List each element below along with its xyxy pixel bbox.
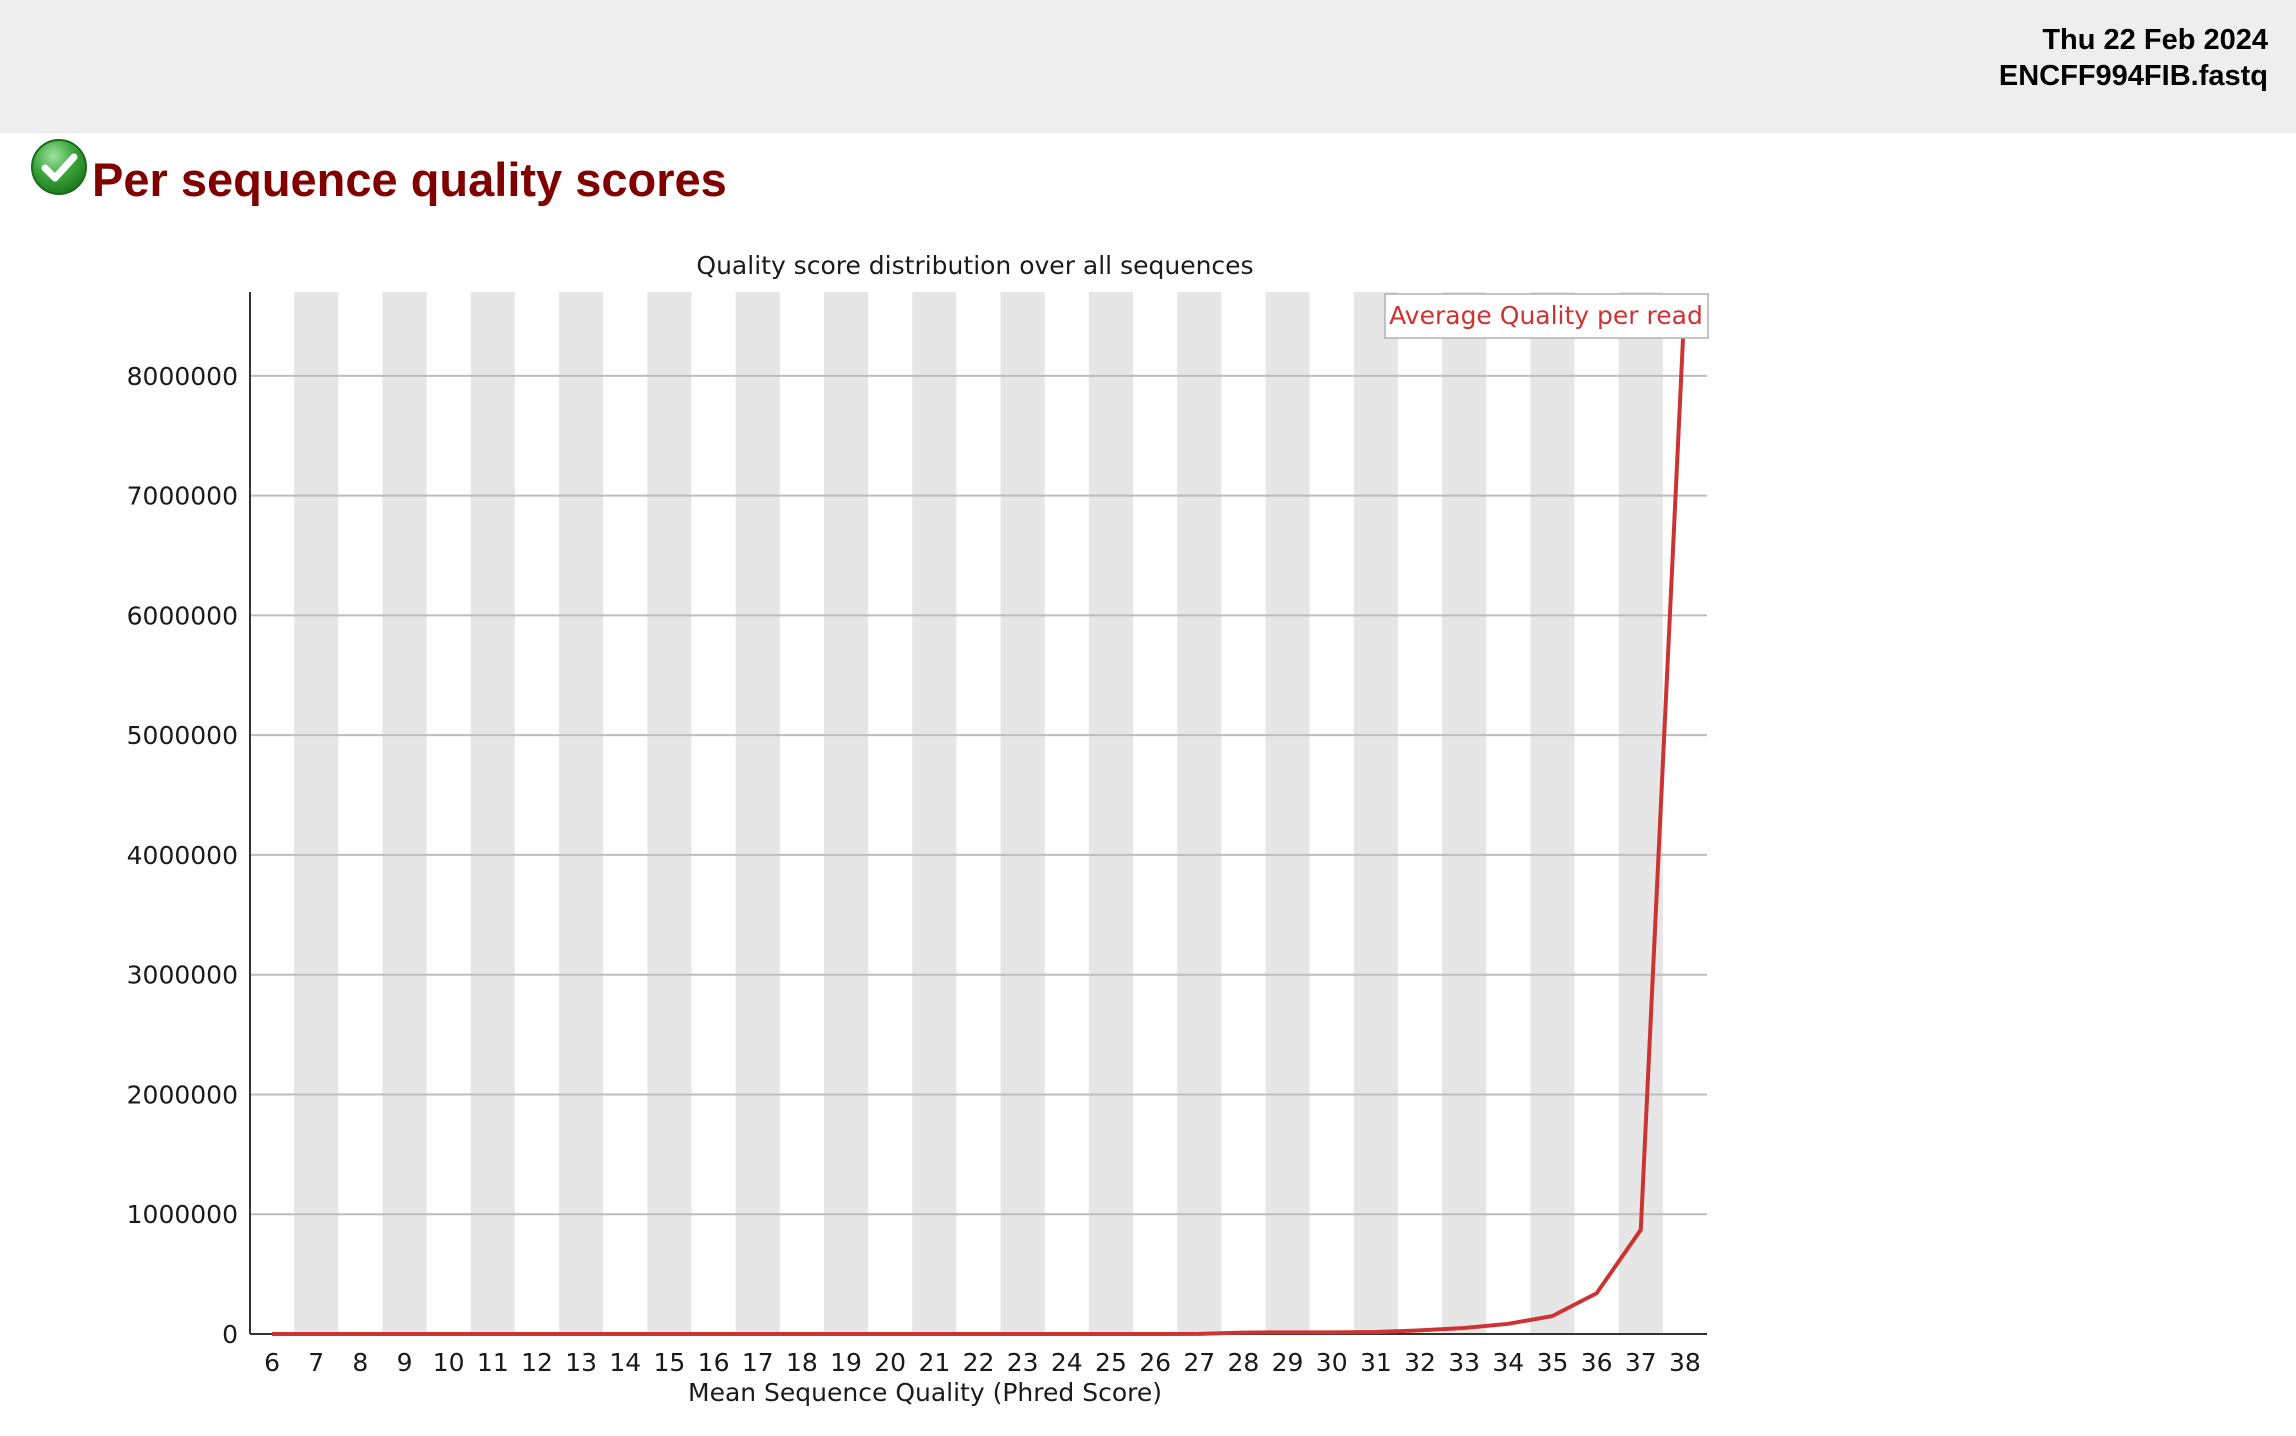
section-heading: Per sequence quality scores xyxy=(30,138,727,208)
report-meta: Thu 22 Feb 2024 ENCFF994FIB.fastq xyxy=(1999,22,2268,94)
x-tick-label: 32 xyxy=(1404,1348,1436,1377)
y-tick-label: 0 xyxy=(222,1320,238,1349)
x-band xyxy=(382,292,427,1334)
y-tick-label: 4000000 xyxy=(127,841,238,870)
legend-series-label: Average Quality per read xyxy=(1389,301,1703,330)
x-tick-label: 33 xyxy=(1448,1348,1480,1377)
x-band xyxy=(1177,292,1222,1334)
x-axis-label: Mean Sequence Quality (Phred Score) xyxy=(688,1378,1162,1407)
x-band xyxy=(559,292,604,1334)
y-tick-label: 2000000 xyxy=(127,1080,238,1109)
x-tick-label: 27 xyxy=(1183,1348,1215,1377)
chart-title: Quality score distribution over all sequ… xyxy=(696,251,1253,280)
series-group xyxy=(272,297,1687,1336)
x-tick-label: 26 xyxy=(1139,1348,1171,1377)
x-tick-label: 34 xyxy=(1492,1348,1524,1377)
x-band xyxy=(1088,292,1134,1334)
x-tick-label: 36 xyxy=(1581,1348,1613,1377)
chart-axes xyxy=(249,292,1707,1335)
x-tick-label: 7 xyxy=(308,1348,324,1377)
y-tick-label: 6000000 xyxy=(127,601,238,630)
x-tick-label: 22 xyxy=(963,1348,995,1377)
y-gridlines xyxy=(250,374,1707,1216)
x-tick-label: 25 xyxy=(1095,1348,1127,1377)
x-tick-label: 38 xyxy=(1669,1348,1701,1377)
report-date: Thu 22 Feb 2024 xyxy=(2042,24,2268,56)
x-tick-label: 28 xyxy=(1228,1348,1260,1377)
x-band xyxy=(823,292,869,1334)
x-tick-label: 15 xyxy=(654,1348,686,1377)
y-tick-label: 3000000 xyxy=(127,961,238,990)
x-tick-label: 24 xyxy=(1051,1348,1083,1377)
x-tick-label: 23 xyxy=(1007,1348,1039,1377)
legend-box xyxy=(1384,293,1709,339)
y-tick-label: 1000000 xyxy=(127,1200,238,1229)
y-tick-label: 8000000 xyxy=(127,362,238,391)
chart-svg: 0 1000000 2000000 3000000 4000000 5000000 6000… xyxy=(127,251,1709,1407)
x-tick-labels: 6 7 8 9 10 11 12 13 14 15 16 17 18 19 20 21 22 23 24 25 26 27… xyxy=(264,1348,1701,1377)
x-band xyxy=(912,292,957,1334)
y-tick-label: 5000000 xyxy=(127,721,238,750)
x-band xyxy=(1530,292,1575,1334)
x-tick-label: 30 xyxy=(1316,1348,1348,1377)
y-tick-label: 7000000 xyxy=(127,482,238,511)
pass-check-icon xyxy=(31,139,87,195)
x-band xyxy=(1265,292,1310,1334)
x-band xyxy=(1353,292,1398,1334)
legend: Average Quality per read xyxy=(1384,293,1709,339)
x-band xyxy=(1442,292,1487,1334)
x-tick-label: 17 xyxy=(742,1348,774,1377)
report-filename: ENCFF994FIB.fastq xyxy=(1998,60,2268,92)
x-band xyxy=(647,292,692,1334)
page-title: Per sequence quality scores xyxy=(92,153,727,206)
x-tick-label: 12 xyxy=(521,1348,553,1377)
quality-chart: 0 1000000 2000000 3000000 4000000 5000000 6000… xyxy=(0,240,1750,1420)
x-tick-label: 10 xyxy=(433,1348,465,1377)
x-tick-label: 21 xyxy=(918,1348,950,1377)
x-tick-label: 8 xyxy=(352,1348,368,1377)
x-tick-label: 35 xyxy=(1537,1348,1569,1377)
x-tick-label: 29 xyxy=(1272,1348,1304,1377)
x-tick-label: 9 xyxy=(397,1348,413,1377)
x-tick-label: 6 xyxy=(264,1348,280,1377)
x-band xyxy=(470,292,515,1334)
x-tick-label: 11 xyxy=(477,1348,509,1377)
x-band xyxy=(294,292,339,1334)
x-band xyxy=(735,292,780,1334)
x-tick-label: 13 xyxy=(565,1348,597,1377)
x-band xyxy=(1000,292,1045,1334)
alternating-bands xyxy=(294,292,1663,1334)
x-tick-label: 31 xyxy=(1360,1348,1392,1377)
x-band xyxy=(1618,292,1663,1334)
x-tick-label: 14 xyxy=(609,1348,641,1377)
x-tick-label: 20 xyxy=(874,1348,906,1377)
x-tick-label: 16 xyxy=(698,1348,730,1377)
x-tick-label: 19 xyxy=(830,1348,862,1377)
x-tick-label: 18 xyxy=(786,1348,818,1377)
report-header: Thu 22 Feb 2024 ENCFF994FIB.fastq xyxy=(0,0,2296,133)
y-tick-labels: 0 1000000 2000000 3000000 4000000 5000000 6000… xyxy=(127,362,238,1349)
x-tick-label: 37 xyxy=(1625,1348,1657,1377)
